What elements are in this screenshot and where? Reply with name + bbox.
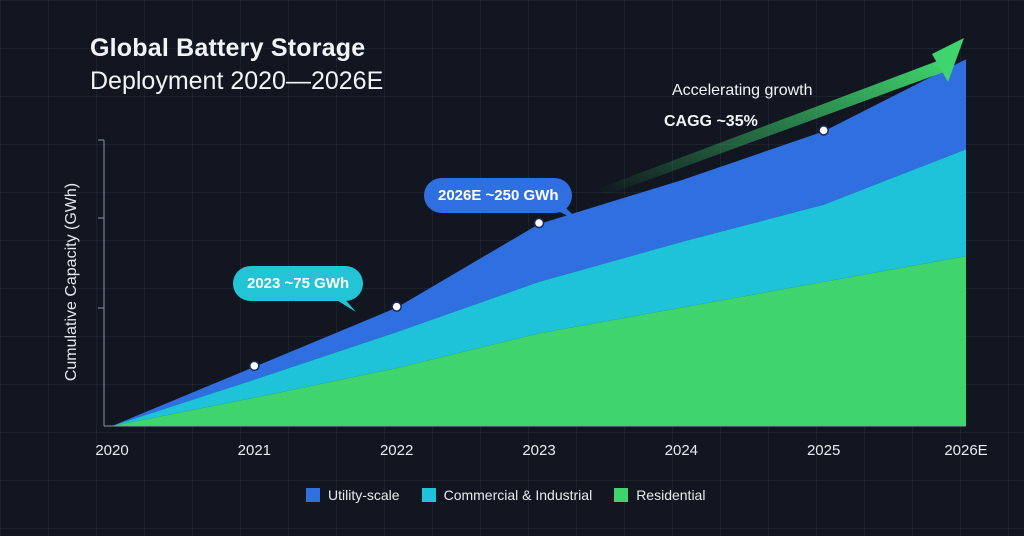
cagr-annotation: CAGG ~35%: [664, 113, 758, 130]
callout-2023: 2023 ~75 GWh: [233, 266, 364, 301]
legend: Utility-scale Commercial & Industrial Resi…: [306, 487, 705, 503]
legend-label: Residential: [636, 487, 706, 503]
chart-subtitle: Deployment 2020—2026E: [90, 67, 384, 95]
data-marker-2025: [818, 125, 829, 136]
area-residential: [112, 256, 966, 426]
growth-arrow-shaft: [600, 60, 944, 196]
legend-label: Commercial & Industrial: [443, 487, 593, 503]
x-tick-label: 2025: [806, 442, 841, 459]
x-tick-label: 2023: [522, 442, 556, 459]
x-tick-label: 2022: [379, 442, 414, 459]
growth-annotation: Accelerating growth: [672, 82, 813, 99]
legend-label: Utility-scale: [328, 487, 400, 503]
data-marker-2023: [533, 217, 545, 229]
legend-item: Commercial & Industrial: [421, 487, 593, 503]
area-commercial-industrial: [112, 149, 966, 426]
title-block: Global Battery Storage Deployment 2020—2…: [90, 34, 383, 96]
callout-2026e: 2026E ~250 GWh: [424, 178, 573, 213]
data-marker-2022: [391, 301, 402, 312]
legend-swatch: [614, 488, 629, 502]
chart-title: Global Battery Storage: [90, 34, 366, 62]
legend-swatch: [421, 488, 436, 502]
data-marker-2021: [249, 360, 260, 372]
legend-swatch: [306, 488, 320, 502]
x-tick-label: 2021: [237, 442, 272, 459]
legend-item: Residential: [614, 487, 705, 503]
growth-arrow-head: [932, 38, 964, 82]
x-tick-label: 2024: [664, 442, 699, 459]
x-tick-label: 2020: [95, 442, 129, 459]
x-tick-label: 2026E: [944, 442, 988, 459]
legend-item: Utility-scale: [306, 487, 400, 503]
area-utility-scale: [112, 59, 966, 427]
